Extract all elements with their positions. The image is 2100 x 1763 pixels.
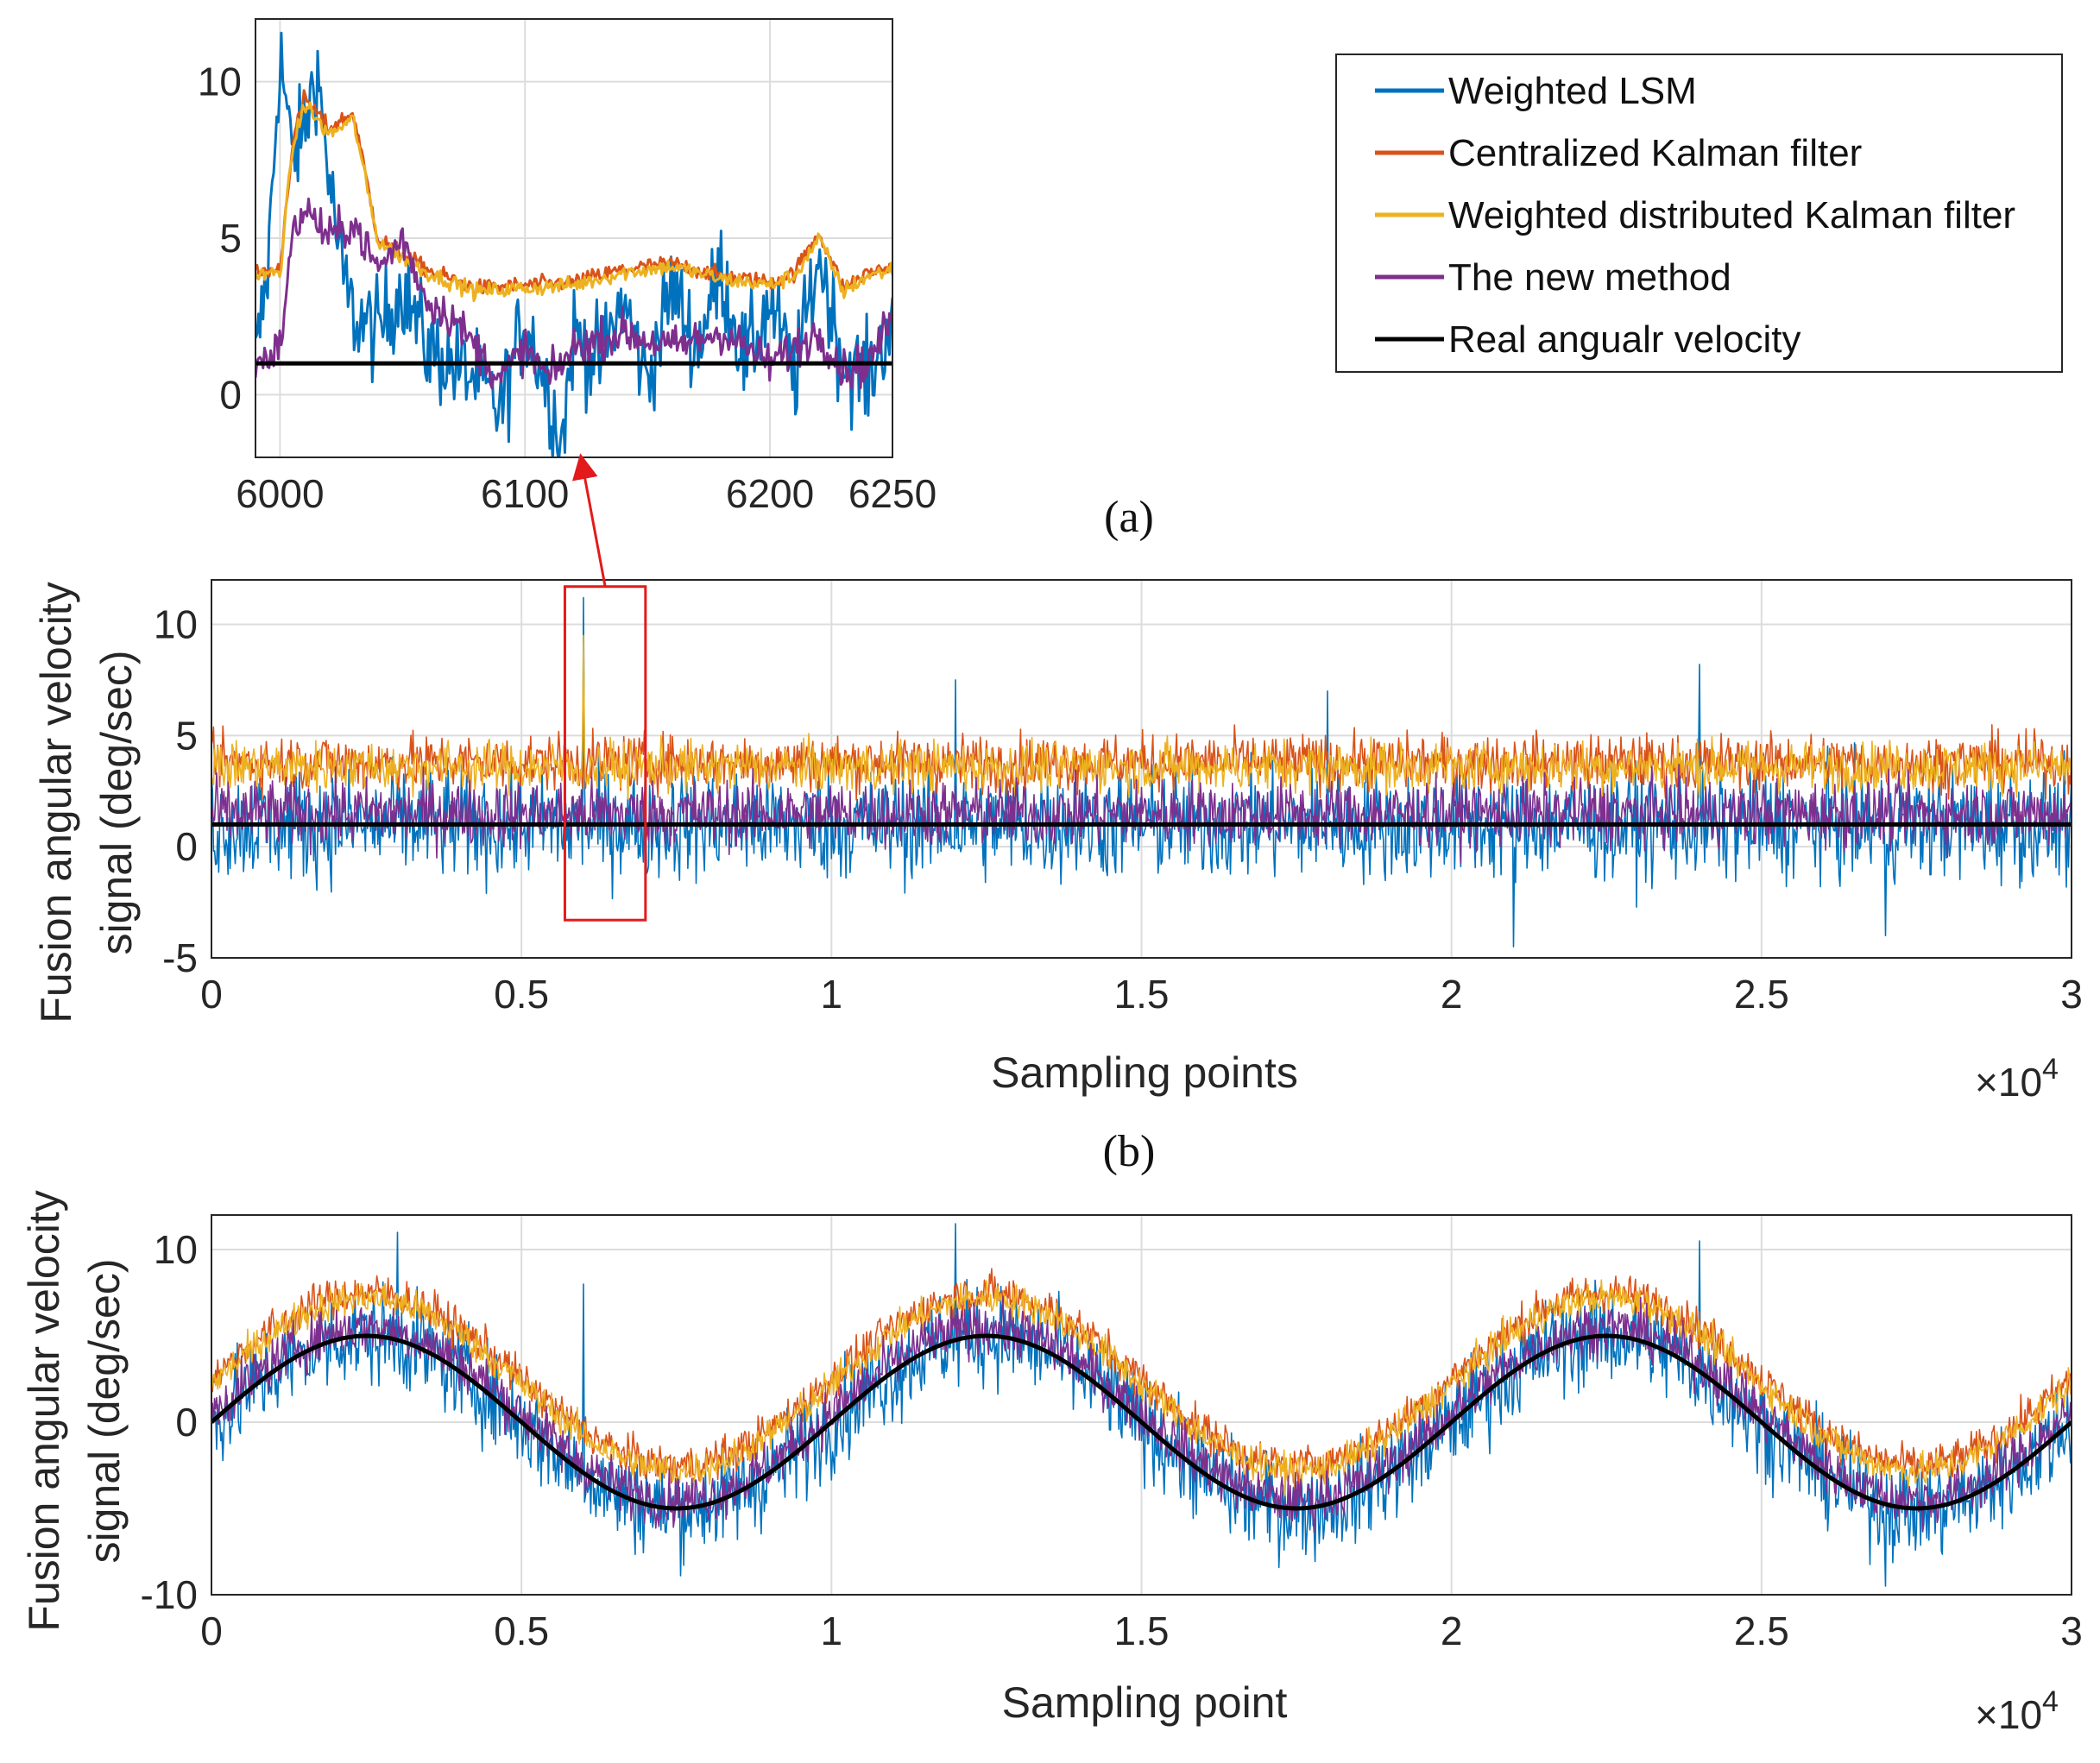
x-tick-label: 0.5	[494, 1609, 549, 1653]
series-line	[211, 1268, 2072, 1486]
x-tick-label: 3	[2060, 972, 2083, 1017]
series-line	[255, 31, 892, 457]
zoom-arrow	[572, 453, 607, 588]
panel-b-ylabel: Fusion angular velocity signal (deg/sec)	[20, 1190, 129, 1631]
legend-entry: Centralized Kalman filter	[1375, 132, 1862, 174]
series-line	[255, 197, 892, 390]
panel-a-multiplier-base: ×10	[1975, 1060, 2042, 1105]
inset-zoom-axes: 6000 6100 6200 6250 0 5 10	[198, 18, 936, 516]
panel-b-ylabel-line1: Fusion angular velocity	[20, 1190, 68, 1631]
x-tick-label: 0.5	[494, 972, 549, 1017]
axes-frame	[211, 1214, 2072, 1596]
legend-box	[1335, 54, 2063, 373]
y-tick-label: 10	[198, 60, 242, 104]
legend-entry: Weighted distributed Kalman filter	[1375, 194, 2015, 236]
series-line	[211, 763, 2072, 864]
series-group	[255, 31, 892, 457]
panel-a-xlabel: Sampling points	[991, 1048, 1298, 1097]
x-tick-label: 0	[200, 972, 223, 1017]
series-line	[211, 634, 2072, 800]
panel-a-ylabel-line1: Fusion angular velocity	[32, 582, 80, 1023]
series-line	[211, 1279, 2072, 1496]
x-tick-label: 6100	[481, 471, 569, 516]
x-tick-label: 6200	[726, 471, 814, 516]
x-tick-label: 1	[821, 972, 843, 1017]
panel-a-ylabel-line2: signal (deg/sec)	[92, 651, 141, 955]
panel-b-ylabel-line2: signal (deg/sec)	[80, 1259, 129, 1564]
x-tick-label: 2.5	[1734, 1609, 1789, 1653]
series-line	[255, 101, 892, 303]
x-tick-label: 1	[821, 1609, 843, 1653]
x-tick-label: 1.5	[1114, 1609, 1170, 1653]
legend-entry: Weighted LSM	[1375, 70, 1697, 112]
x-tick-label: 2.5	[1734, 972, 1789, 1017]
panel-a-label: (a)	[1104, 493, 1154, 542]
y-tick-label: 10	[154, 1227, 198, 1272]
legend: Weighted LSM Centralized Kalman filter W…	[1335, 54, 2063, 373]
x-tick-label: 6000	[236, 471, 324, 516]
panel-b-label: (b)	[1103, 1127, 1156, 1176]
x-tick-label: 6250	[848, 471, 936, 516]
series-group	[211, 1223, 2072, 1587]
x-tick-label: 2	[1441, 972, 1463, 1017]
panel-b-x-multiplier: ×104	[1975, 1685, 2059, 1737]
panel-a-x-multiplier: ×104	[1975, 1053, 2059, 1105]
x-tick-label: 0	[200, 1609, 223, 1653]
x-tick-label: 1.5	[1114, 972, 1170, 1017]
panel-b-xlabel: Sampling point	[1002, 1678, 1288, 1727]
y-tick-label: 5	[175, 713, 198, 758]
legend-label: Centralized Kalman filter	[1448, 132, 1862, 174]
axes-frame	[211, 579, 2072, 959]
legend-label: The new method	[1448, 256, 1731, 299]
series-group	[211, 596, 2072, 948]
panel-b-multiplier-exponent: 4	[2042, 1685, 2059, 1718]
panel-a-ylabel: Fusion angular velocity signal (deg/sec)	[32, 582, 141, 1023]
panel-a-multiplier-exponent: 4	[2042, 1053, 2059, 1086]
y-tick-label: -5	[162, 935, 198, 980]
x-tick-label: 2	[1441, 1609, 1463, 1653]
y-tick-label: 10	[154, 602, 198, 647]
y-tick-label: 0	[175, 1400, 198, 1445]
legend-entry: Real angualr velocity	[1375, 318, 1800, 361]
series-line	[211, 1333, 2072, 1511]
y-tick-label: 0	[175, 824, 198, 869]
panel-b-multiplier-base: ×10	[1975, 1692, 2042, 1737]
y-tick-label: 0	[219, 372, 242, 417]
legend-label: Weighted LSM	[1448, 70, 1697, 112]
x-tick-label: 3	[2060, 1609, 2083, 1653]
y-tick-label: 5	[219, 216, 242, 261]
legend-entry: The new method	[1375, 256, 1731, 299]
legend-label: Weighted distributed Kalman filter	[1448, 194, 2015, 236]
series-line	[211, 1223, 2072, 1587]
legend-label: Real angualr velocity	[1448, 318, 1800, 361]
y-tick-label: -10	[141, 1572, 198, 1617]
